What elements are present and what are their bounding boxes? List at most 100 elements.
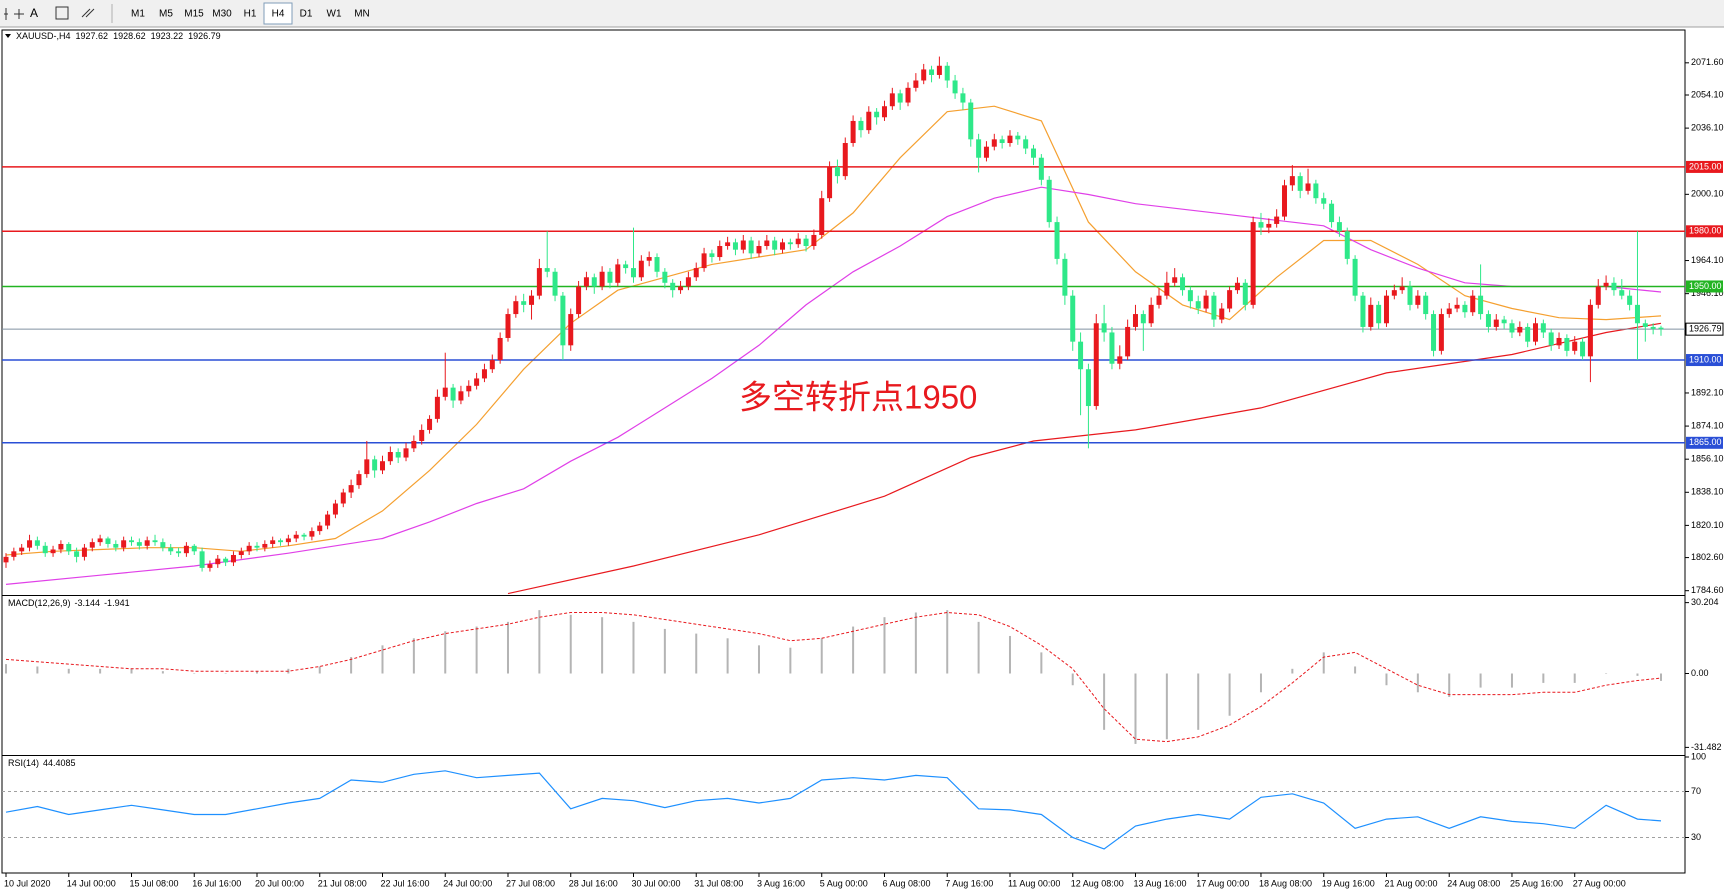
candle-body	[309, 531, 315, 537]
y-tick-label: 1784.60	[1691, 585, 1724, 595]
macd-signal-line	[5, 611, 1662, 743]
candle-body	[81, 547, 87, 557]
candle-body	[1321, 198, 1327, 204]
crosshair-icon[interactable]	[14, 9, 24, 19]
candle-body	[34, 540, 40, 546]
candle-body	[254, 545, 260, 548]
candle-body	[983, 146, 989, 158]
level-price-label: 1865.00	[1689, 437, 1722, 447]
candle-body	[1619, 290, 1625, 296]
menu-triangle[interactable]	[5, 34, 11, 38]
candle-body	[246, 545, 252, 552]
candle-body	[662, 271, 668, 283]
candle-body	[1399, 286, 1405, 291]
candle-body	[1117, 356, 1123, 364]
active-timeframe	[263, 2, 293, 25]
candle-body	[403, 448, 409, 458]
y-tick-label: 70	[1691, 786, 1701, 796]
candle-body	[1540, 323, 1546, 333]
text-tool[interactable]: A	[30, 6, 38, 20]
x-tick-label: 19 Aug 16:00	[1322, 878, 1375, 888]
candle-body	[395, 452, 401, 458]
timeframe-button[interactable]: M1	[131, 9, 145, 20]
timeframe-button[interactable]: H4	[272, 9, 285, 20]
candle-body	[1431, 314, 1437, 351]
candle-body	[1289, 176, 1295, 186]
candle-body	[1454, 304, 1460, 309]
x-tick-label: 24 Aug 08:00	[1447, 878, 1500, 888]
macd-histogram-bar	[1660, 673, 1662, 681]
candle-body	[599, 271, 605, 287]
candle-body	[1352, 258, 1358, 296]
macd-histogram-bar	[852, 626, 855, 674]
shapes-icon[interactable]	[81, 8, 95, 18]
x-tick-label: 20 Jul 00:00	[255, 878, 304, 888]
candle-body	[1085, 369, 1091, 407]
candle-body	[1156, 295, 1162, 305]
candle-body	[819, 198, 825, 235]
candle-body	[1015, 135, 1021, 140]
candle-body	[513, 301, 519, 315]
timeframe-button[interactable]: H1	[244, 9, 257, 20]
candle-body	[717, 246, 723, 258]
candle-body	[301, 534, 307, 537]
current-price-label: 1926.79	[1689, 324, 1722, 334]
candle-body	[191, 545, 197, 552]
candle-body	[481, 369, 487, 379]
rsi-line	[5, 770, 1662, 850]
y-tick-label: 1892.10	[1691, 387, 1724, 397]
candle-body	[27, 540, 33, 548]
x-tick-label: 27 Aug 00:00	[1573, 878, 1626, 888]
candle-body	[638, 260, 644, 278]
candle-body	[223, 558, 229, 563]
candle-body	[693, 268, 699, 278]
candle-body	[905, 87, 911, 103]
candle-body	[411, 440, 417, 449]
cursor-icon[interactable]	[4, 8, 8, 20]
macd-histogram-bar	[506, 621, 509, 674]
macd-histogram-bar	[193, 673, 196, 675]
text-label-icon[interactable]	[55, 6, 69, 20]
indicator-name: MACD(12,26,9)	[8, 598, 71, 608]
timeframe-button[interactable]: D1	[300, 9, 313, 20]
y-tick-label: 1802.60	[1691, 552, 1724, 562]
candle-body	[811, 234, 817, 247]
macd-histogram-bar	[757, 645, 760, 674]
candle-body	[278, 540, 284, 543]
timeframe-button[interactable]: W1	[327, 9, 342, 20]
macd-histogram-bar	[224, 673, 227, 675]
candle-body	[960, 93, 966, 103]
candle-body	[544, 268, 550, 272]
macd-histogram-bar	[726, 638, 729, 674]
x-tick-label: 5 Aug 00:00	[820, 878, 868, 888]
candle-body	[701, 253, 707, 269]
candle-body	[379, 461, 385, 471]
candle-body	[929, 69, 935, 75]
candle-body	[1282, 185, 1288, 217]
candle-body	[1148, 304, 1154, 324]
candle-body	[121, 540, 127, 548]
timeframe-button[interactable]: M5	[159, 9, 173, 20]
x-tick-label: 16 Jul 16:00	[192, 878, 241, 888]
candle-body	[160, 542, 166, 548]
candle-body	[1611, 282, 1617, 291]
toolbar-icons	[4, 4, 113, 23]
timeframe-button[interactable]: MN	[354, 9, 370, 20]
candle-body	[1093, 323, 1099, 407]
candle-body	[529, 295, 535, 305]
x-tick-label: 13 Aug 16:00	[1133, 878, 1186, 888]
macd-histogram-bar	[255, 671, 258, 674]
timeframe-button[interactable]: M30	[212, 9, 232, 20]
candle-body	[144, 540, 150, 546]
macd-histogram-bar	[1416, 673, 1419, 693]
candle-body	[1446, 308, 1452, 315]
candle-body	[66, 543, 72, 552]
candle-body	[1501, 319, 1507, 324]
candle-body	[1478, 295, 1484, 315]
candle-body	[889, 93, 895, 107]
timeframe-button[interactable]: M15	[184, 9, 204, 20]
y-tick-label: 1856.10	[1691, 454, 1724, 464]
candle-body	[740, 240, 746, 250]
macd-histogram-bar	[350, 657, 353, 674]
